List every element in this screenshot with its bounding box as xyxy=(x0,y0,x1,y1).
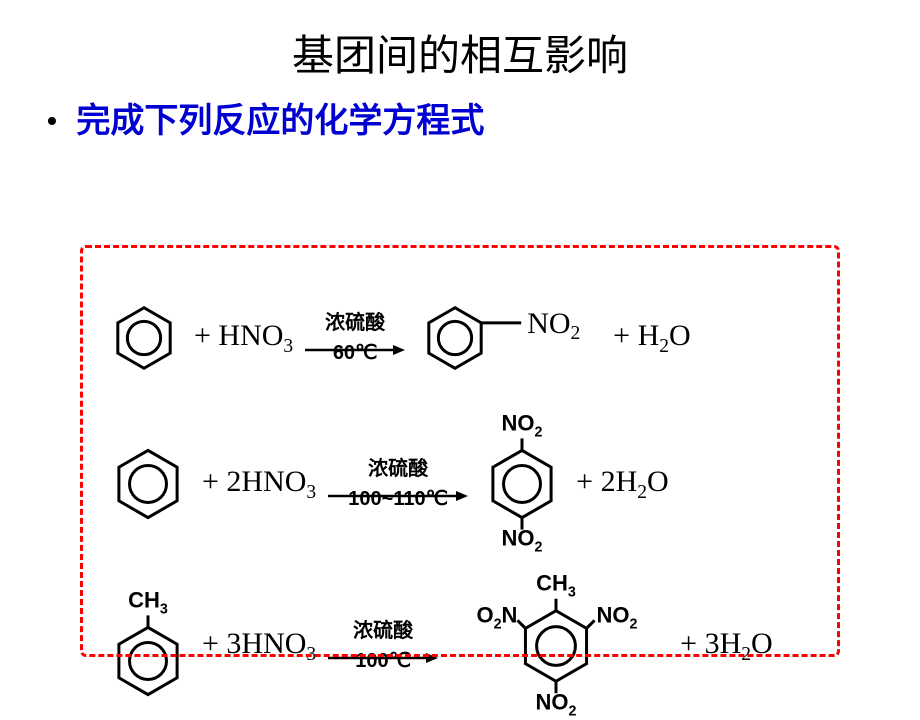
page-title: 基团间的相互影响 xyxy=(0,0,920,83)
subtitle-line: • 完成下列反应的化学方程式 xyxy=(0,93,920,142)
subtitle-text: 完成下列反应的化学方程式 xyxy=(76,103,484,140)
bullet-dot: • xyxy=(46,103,58,140)
dashed-highlight-box xyxy=(80,245,840,657)
svg-text:NO2: NO2 xyxy=(536,689,577,719)
